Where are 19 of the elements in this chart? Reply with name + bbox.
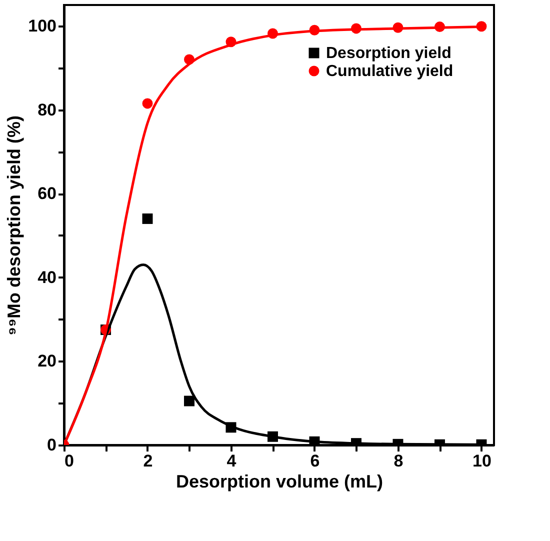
y-tick-label: 40 [38,268,56,287]
y-tick-label: 20 [38,352,56,371]
x-tick-label: 2 [143,452,153,470]
y-tick-label: 100 [28,16,56,36]
y-tick-label: 60 [38,184,56,204]
point [142,98,153,109]
legend-label: Cumulative yield [326,63,454,80]
y-tick-label: 0 [47,436,56,454]
x-tick-label: 10 [472,452,492,470]
x-tick-label: 0 [64,452,74,470]
x-axis-title: Desorption volume (mL) [176,472,384,492]
legend-label: Desorption yield [326,45,452,62]
point [184,396,194,406]
x-tick-label: 4 [226,452,237,470]
y-tick-label: 80 [38,100,56,120]
x-tick-label: 6 [310,452,320,470]
point [142,213,153,224]
x-tick-label: 8 [394,452,404,470]
y-axis-title: ⁹⁹Mo desorption yield (%) [4,115,24,336]
